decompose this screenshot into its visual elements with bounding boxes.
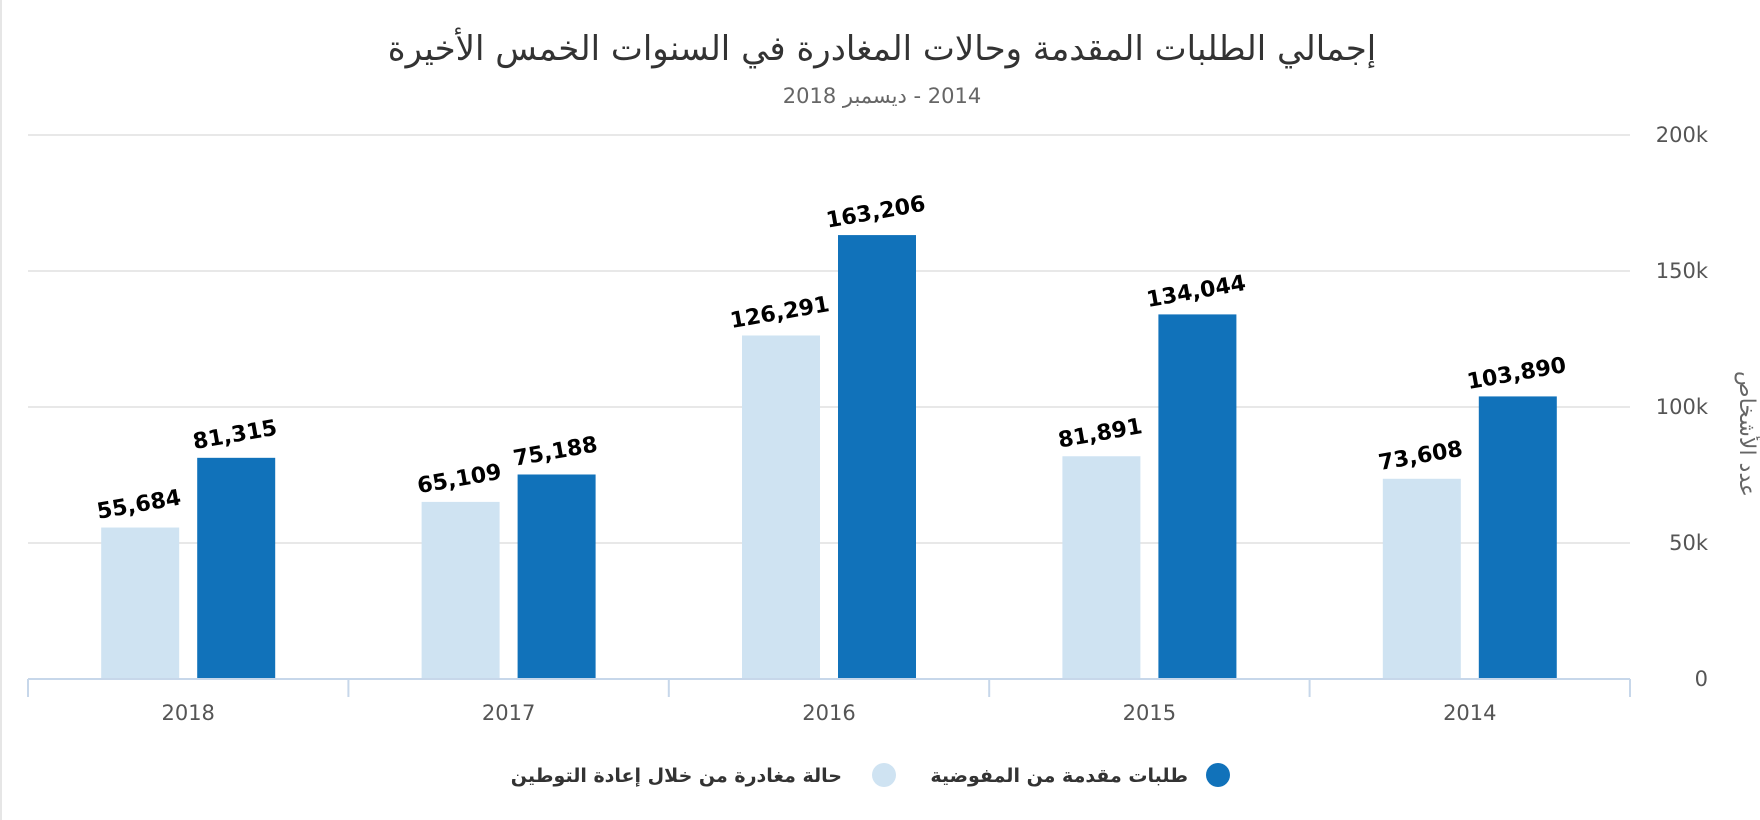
data-label: 81,891	[1056, 414, 1144, 453]
data-label: 163,206	[824, 192, 927, 234]
gridlines	[28, 134, 1630, 544]
bar	[517, 474, 596, 679]
data-label: 126,291	[728, 292, 831, 334]
bar	[421, 501, 500, 679]
x-tick-label: 2016	[802, 701, 855, 725]
bar	[1478, 396, 1557, 679]
chart-subtitle: 2014 - ديسمبر 2018	[783, 84, 982, 108]
bar	[742, 335, 820, 679]
y-tick-label: 100k	[1656, 395, 1709, 419]
bar	[838, 235, 916, 679]
x-tick-label: 2017	[482, 701, 535, 725]
y-axis-title: عدد الأشخاص	[1734, 371, 1760, 497]
x-axis: 2018 2017 2016 2015 2014	[27, 678, 1631, 725]
bars: 55,684 65,109 126,291 81,891 73,608 81,315 75,…	[95, 192, 1568, 679]
legend: طلبات مقدمة من المفوضية حالة مغادرة من خل…	[511, 763, 1230, 787]
x-tick-label: 2014	[1443, 701, 1496, 725]
bar	[101, 527, 180, 679]
y-tick-label: 150k	[1656, 259, 1709, 283]
data-label: 134,044	[1145, 271, 1248, 313]
y-tick-label: 200k	[1656, 123, 1709, 147]
data-label: 75,188	[511, 432, 599, 471]
data-label: 81,315	[191, 416, 279, 455]
chart-title: إجمالي الطلبات المقدمة وحالات المغادرة ف…	[388, 27, 1376, 69]
y-tick-label: 50k	[1669, 531, 1709, 555]
x-tick-label: 2018	[161, 701, 214, 725]
legend-label: حالة مغادرة من خلال إعادة التوطين	[511, 765, 842, 787]
legend-label: طلبات مقدمة من المفوضية	[930, 765, 1188, 787]
bar	[197, 457, 276, 679]
data-label: 73,608	[1377, 437, 1465, 476]
bar	[1382, 478, 1461, 679]
data-label: 103,890	[1465, 353, 1568, 395]
bar	[1062, 456, 1141, 679]
legend-marker	[1206, 763, 1230, 787]
bar	[1158, 314, 1237, 679]
y-axis-ticks: 0 50k 100k 150k 200k	[1656, 123, 1709, 691]
legend-marker	[872, 763, 896, 787]
x-tick-label: 2015	[1123, 701, 1176, 725]
data-label: 65,109	[415, 460, 503, 499]
data-label: 55,684	[95, 485, 183, 524]
y-tick-label: 0	[1695, 667, 1708, 691]
